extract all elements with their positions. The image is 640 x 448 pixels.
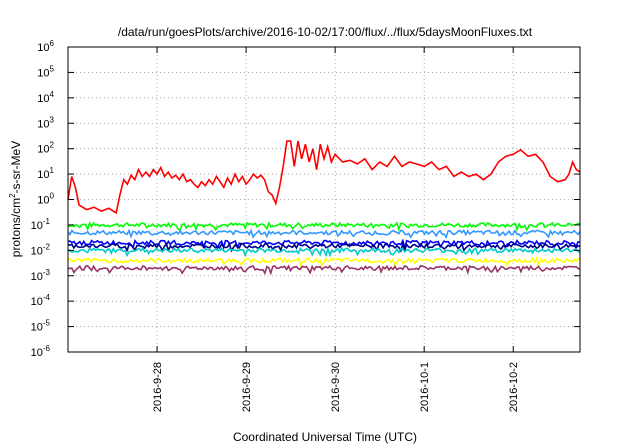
y-tick-label: 10-1 <box>31 217 51 232</box>
x-tick-label: 2016-9-29 <box>241 362 253 412</box>
x-tick-label: 2016-10-1 <box>419 362 431 412</box>
y-tick-label: 100 <box>37 192 54 207</box>
x-axis-label: Coordinated Universal Time (UTC) <box>233 430 417 444</box>
series-line <box>67 256 581 268</box>
y-tick-label: 10-2 <box>31 242 51 257</box>
y-tick-label: 104 <box>37 90 54 105</box>
x-axis: 2016-9-28 2016-9-29 2016-9-30 2016-10-1 2016… <box>152 47 520 412</box>
x-tick-label: 2016-10-2 <box>508 362 520 412</box>
y-tick-label: 105 <box>37 64 54 79</box>
y-tick-label: 10-4 <box>31 293 51 308</box>
y-tick-label: 106 <box>37 39 54 54</box>
series-line <box>67 246 581 258</box>
series-line <box>67 220 581 232</box>
y-tick-label: 10-3 <box>31 268 51 283</box>
y-tick-label: 101 <box>37 166 54 181</box>
series-line <box>67 228 581 240</box>
y-tick-label: 10-6 <box>31 344 51 359</box>
chart-title: /data/run/goesPlots/archive/2016-10-02/1… <box>118 25 533 39</box>
series-lines <box>67 140 581 276</box>
y-tick-label: 102 <box>37 141 54 156</box>
series-line <box>67 238 581 251</box>
y-tick-label: 10-5 <box>31 319 51 334</box>
x-tick-label: 2016-9-28 <box>152 362 164 412</box>
y-axis: 106 105 104 103 102 101 100 10-1 10-2 10-3 10-4 10-… <box>31 39 580 359</box>
y-tick-label: 103 <box>37 115 54 130</box>
series-line <box>67 241 581 253</box>
y-axis-label: protons/cm2-s-sr-MeV <box>8 141 23 257</box>
x-tick-label: 2016-9-30 <box>330 362 342 412</box>
series-line <box>68 264 581 276</box>
series-line <box>67 140 581 215</box>
